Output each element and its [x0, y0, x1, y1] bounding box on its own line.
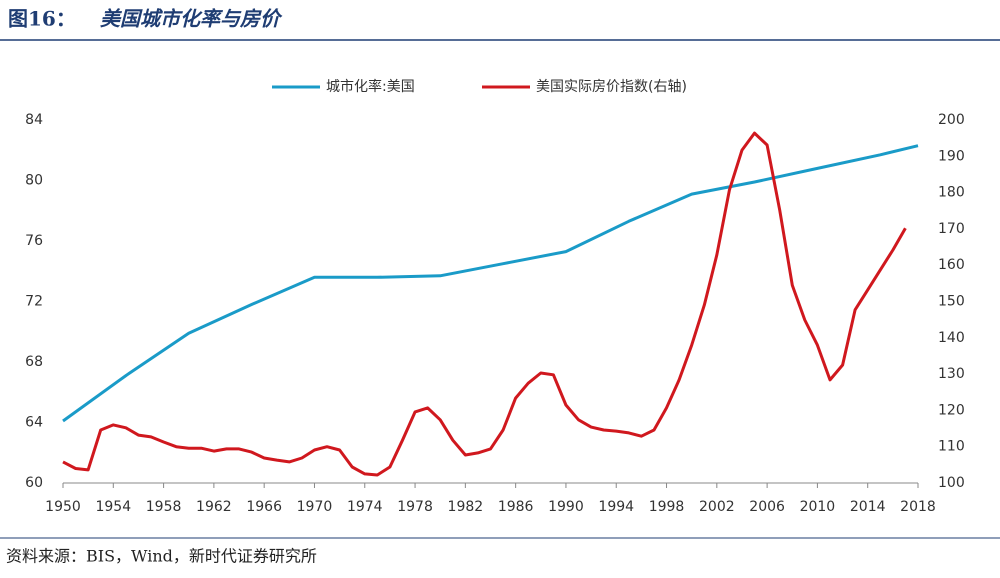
x-tick-label: 1958 [146, 499, 182, 515]
y-tick-label: 60 [25, 475, 43, 491]
x-tick-label: 1982 [448, 499, 484, 515]
y2-tick-label: 140 [938, 330, 965, 346]
y-tick-label: 76 [25, 233, 43, 249]
x-tick-label: 1990 [548, 499, 584, 515]
y-tick-label: 80 [25, 173, 43, 189]
y2-tick-label: 200 [938, 112, 965, 128]
y2-tick-label: 110 [938, 439, 965, 455]
y-tick-label: 64 [25, 415, 43, 431]
x-tick-label: 2014 [850, 499, 886, 515]
y2-tick-label: 160 [938, 257, 965, 273]
y2-tick-label: 100 [938, 475, 965, 491]
source-note: 资料来源：BIS，Wind，新时代证券研究所 [6, 547, 317, 566]
x-tick-label: 1998 [649, 499, 685, 515]
x-tick-label: 1974 [347, 499, 383, 515]
y2-tick-label: 130 [938, 366, 965, 382]
x-tick-label: 1978 [397, 499, 433, 515]
legend-label: 美国实际房价指数(右轴) [536, 79, 687, 95]
y2-tick-label: 120 [938, 402, 965, 418]
x-tick-label: 2010 [800, 499, 836, 515]
y-tick-label: 84 [25, 112, 43, 128]
x-tick-label: 1986 [498, 499, 534, 515]
x-tick-label: 2006 [749, 499, 785, 515]
legend-label: 城市化率:美国 [326, 78, 415, 95]
x-tick-label: 2002 [699, 499, 735, 515]
y-tick-label: 68 [25, 354, 43, 370]
x-tick-label: 2018 [900, 499, 936, 515]
y2-tick-label: 150 [938, 294, 965, 310]
x-tick-label: 1966 [246, 499, 282, 515]
y-tick-label: 72 [25, 294, 43, 310]
series-line [62, 144, 919, 423]
x-tick-label: 1962 [196, 499, 232, 515]
chart-title: 美国城市化率与房价 [100, 7, 283, 31]
series-line [62, 131, 907, 477]
x-tick-label: 1994 [598, 499, 634, 515]
x-tick-label: 1954 [95, 499, 131, 515]
x-tick-label: 1950 [45, 499, 81, 515]
y2-tick-label: 180 [938, 185, 965, 201]
y2-tick-label: 170 [938, 221, 965, 237]
figure-label: 图16： [8, 7, 76, 31]
y2-tick-label: 190 [938, 148, 965, 164]
x-tick-label: 1970 [297, 499, 333, 515]
